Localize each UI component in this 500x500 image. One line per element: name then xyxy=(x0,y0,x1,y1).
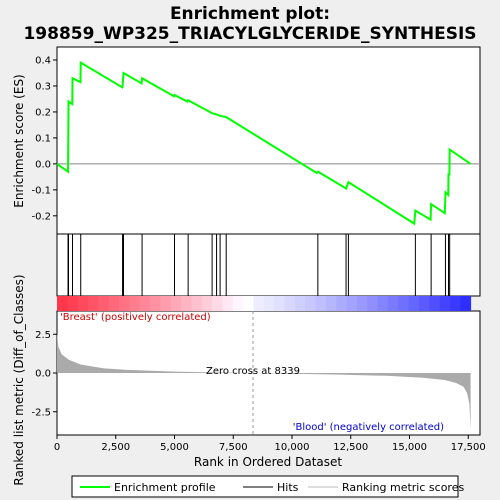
color-bar-segment xyxy=(449,296,461,311)
es-y-tick-label: -0.1 xyxy=(31,185,51,196)
color-bar-segment xyxy=(429,296,441,311)
color-bar-segment xyxy=(439,296,451,311)
color-bar-segment xyxy=(201,296,213,311)
rank-color-bar xyxy=(57,296,472,311)
color-bar-segment xyxy=(315,296,327,311)
es-y-axis-label: Enrichment score (ES) xyxy=(12,74,26,207)
x-tick-label: 10,000 xyxy=(275,442,310,453)
color-bar-segment xyxy=(77,296,89,311)
chart-title-line1: Enrichment plot: xyxy=(170,4,330,24)
color-bar-segment xyxy=(356,296,368,311)
chart-title-line2: 198859_WP325_TRIACYLGLYCERIDE_SYNTHESIS xyxy=(23,24,476,44)
hits-group xyxy=(67,234,451,296)
x-tick-label: 7,500 xyxy=(219,442,248,453)
x-axis-label: Rank in Ordered Dataset xyxy=(194,455,342,469)
hits-panel xyxy=(56,233,481,297)
es-panel xyxy=(56,46,481,235)
x-tick-label: 0 xyxy=(54,442,60,453)
metric-y-tick-label: 2.5 xyxy=(35,330,51,341)
metric-y-tick-label: 0.0 xyxy=(35,369,51,380)
color-bar-segment xyxy=(98,296,110,311)
x-tick-label: 12,500 xyxy=(333,442,368,453)
color-bar-segment xyxy=(67,296,79,311)
color-bar-segment xyxy=(139,296,151,311)
color-bar-segment xyxy=(129,296,141,311)
color-bar-segment xyxy=(191,296,203,311)
x-tick-label: 2,500 xyxy=(101,442,130,453)
color-bar-segment xyxy=(377,296,389,311)
x-tick-label: 17,500 xyxy=(451,442,486,453)
color-bar-segment xyxy=(253,296,265,311)
color-bar-segment xyxy=(336,296,348,311)
es-y-tick-label: 0.4 xyxy=(35,55,51,66)
color-bar-segment xyxy=(274,296,285,311)
metric-y-tick-label: -2.5 xyxy=(31,407,51,418)
legend-es-label: Enrichment profile xyxy=(114,481,216,494)
color-bar-segment xyxy=(119,296,130,311)
es-y-tick-label: 0.3 xyxy=(35,81,51,92)
color-bar-segment xyxy=(387,296,399,311)
color-bar-segment xyxy=(408,296,420,311)
zero-cross-label: Zero cross at 8339 xyxy=(206,366,300,377)
metric-y-axis-label: Ranked list metric (Diff_of_Classes) xyxy=(12,274,26,485)
es-y-tick-label: -0.2 xyxy=(31,211,51,222)
es-y-tick-label: 0.1 xyxy=(35,133,51,144)
x-tick-label: 15,000 xyxy=(392,442,427,453)
color-bar-segment xyxy=(346,296,358,311)
color-bar-segment xyxy=(212,296,223,311)
legend-hits-label: Hits xyxy=(277,481,299,494)
color-bar-segment xyxy=(284,296,296,311)
color-bar-segment xyxy=(398,296,410,311)
color-bar-segment xyxy=(170,296,182,311)
color-bar-segment xyxy=(305,296,316,311)
color-bar-segment xyxy=(367,296,379,311)
color-bar-segment xyxy=(150,296,161,311)
color-bar-segment xyxy=(160,296,172,311)
color-bar-segment xyxy=(294,296,306,311)
enrichment-profile-line xyxy=(56,60,472,226)
color-bar-segment xyxy=(263,296,275,311)
color-bar-segment xyxy=(181,296,192,311)
color-bar-segment xyxy=(222,296,234,311)
color-bar-segment xyxy=(460,296,472,311)
color-bar-segment xyxy=(57,296,68,311)
color-bar-segment xyxy=(325,296,337,311)
color-bar-segment xyxy=(243,296,254,311)
color-bar-segment xyxy=(232,296,244,311)
color-bar-segment xyxy=(88,296,99,311)
es-y-tick-label: 0.2 xyxy=(35,107,51,118)
legend-metric-label: Ranking metric scores xyxy=(342,481,464,494)
es-y-tick-label: 0.0 xyxy=(35,159,51,170)
color-bar-segment xyxy=(108,296,120,311)
color-bar-segment xyxy=(418,296,430,311)
x-tick-label: 5,000 xyxy=(160,442,189,453)
legend: Enrichment profile Hits Ranking metric s… xyxy=(71,475,464,498)
negative-correlation-label: 'Blood' (negatively correlated) xyxy=(293,422,444,433)
positive-correlation-label: 'Breast' (positively correlated) xyxy=(60,312,211,323)
